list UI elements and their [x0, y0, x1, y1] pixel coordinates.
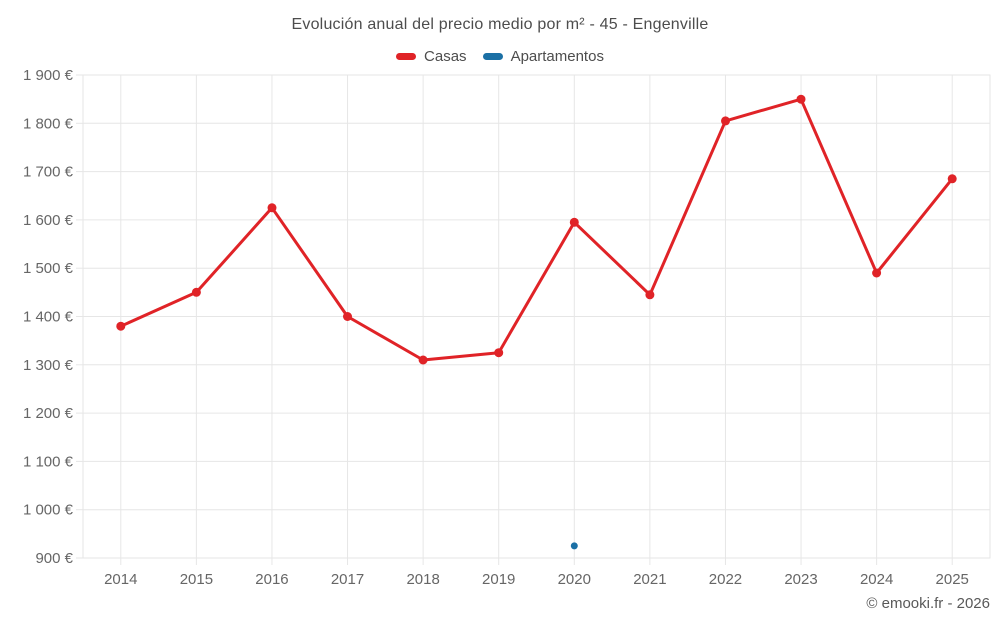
line-casas — [119, 97, 954, 362]
y-tick-label: 1 200 € — [23, 405, 74, 422]
legend-swatch-apartamentos — [482, 53, 503, 60]
y-tick-label: 1 000 € — [23, 502, 74, 519]
x-tick-label: 2017 — [331, 571, 364, 588]
x-tick-label: 2023 — [784, 571, 817, 588]
y-tick-label: 1 500 € — [23, 260, 74, 277]
point-casas-2021[interactable] — [645, 290, 655, 300]
point-casas-2022[interactable] — [721, 116, 730, 126]
y-tick-label: 1 400 € — [23, 309, 74, 326]
point-casas-2018[interactable] — [418, 355, 428, 365]
copyright-label: © emooki.fr - 2026 — [866, 595, 990, 612]
chart-legend: Casas Apartamentos — [0, 48, 1000, 65]
point-casas-2024[interactable] — [872, 268, 882, 278]
y-tick-label: 1 700 € — [23, 164, 74, 181]
y-tick-label: 1 600 € — [23, 212, 74, 229]
x-tick-label: 2016 — [255, 571, 288, 588]
x-tick-label: 2024 — [860, 571, 893, 588]
legend-item-apartamentos[interactable]: Apartamentos — [482, 48, 604, 65]
y-tick-label: 1 800 € — [23, 115, 74, 132]
x-tick-label: 2018 — [406, 571, 439, 588]
legend-swatch-casas — [396, 53, 417, 60]
point-casas-2017[interactable] — [343, 312, 352, 321]
x-tick-label: 2020 — [558, 571, 591, 588]
chart-title: Evolución anual del precio medio por m² … — [291, 16, 709, 33]
y-tick-label: 900 € — [35, 550, 73, 567]
legend-label-apartamentos: Apartamentos — [510, 48, 604, 65]
plot-border — [82, 74, 991, 559]
x-tick-label: 2022 — [709, 571, 742, 588]
y-tick-label: 1 900 € — [23, 67, 74, 84]
point-apartamentos-2020[interactable] — [570, 542, 578, 550]
x-tick-label: 2025 — [936, 571, 969, 588]
x-tick-label: 2015 — [180, 571, 213, 588]
point-casas-2016[interactable] — [267, 203, 277, 213]
y-tick-label: 1 300 € — [23, 357, 74, 374]
point-casas-2020[interactable] — [569, 217, 579, 227]
x-tick-label: 2021 — [633, 571, 666, 588]
point-casas-2025[interactable] — [947, 174, 957, 184]
point-casas-2015[interactable] — [191, 287, 201, 297]
x-tick-label: 2014 — [104, 571, 137, 588]
series-apartamentos — [570, 542, 578, 550]
x-tick-label: 2019 — [482, 571, 515, 588]
legend-item-casas[interactable]: Casas — [396, 48, 467, 65]
point-casas-2023[interactable] — [796, 94, 806, 104]
legend-label-casas: Casas — [424, 48, 467, 65]
point-casas-2014[interactable] — [116, 321, 126, 331]
y-tick-label: 1 100 € — [23, 453, 74, 470]
series-casas — [116, 94, 957, 365]
grid-lines — [76, 74, 991, 565]
x-axis-labels: 2014 2015 2016 2017 2018 2019 2020 2021 2022 2023… — [104, 571, 969, 588]
y-axis-labels: 900 € 1 000 € 1 100 € 1 200 € 1 300 € 1 400 €… — [23, 67, 74, 567]
point-casas-2019[interactable] — [494, 348, 504, 358]
